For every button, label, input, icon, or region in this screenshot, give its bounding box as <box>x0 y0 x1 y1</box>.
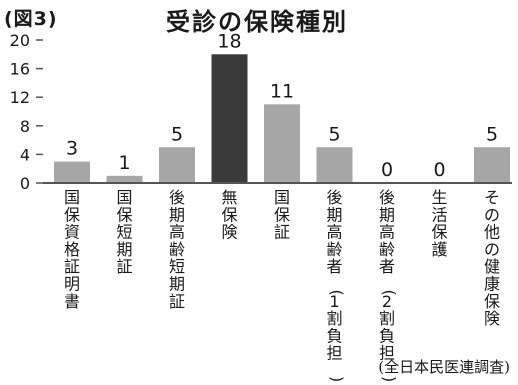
data-label: 18 <box>217 30 241 52</box>
y-tick-label: 8 <box>20 117 30 136</box>
bar <box>106 175 143 183</box>
bar <box>316 147 353 183</box>
category-label: その他の健康保険 <box>484 188 500 328</box>
y-tick-label: 0 <box>20 174 30 193</box>
category-label: 生活保護 <box>431 188 447 259</box>
data-label: 3 <box>66 138 78 160</box>
y-tick-label: 4 <box>20 145 30 164</box>
figure-label: (図3) <box>4 8 58 30</box>
bar <box>211 54 248 183</box>
category-label: 国保資格証明書 <box>64 188 80 311</box>
category-label: 無保険 <box>221 188 237 242</box>
category-label: 国保短期証 <box>116 188 132 276</box>
bar <box>474 147 510 183</box>
bar <box>54 161 90 183</box>
data-label: 5 <box>486 123 498 145</box>
category-label: 国保証 <box>274 188 290 242</box>
category-label: 後期高齢者(2 割負担) <box>379 188 399 382</box>
data-label: 5 <box>171 123 183 145</box>
data-label: 11 <box>270 80 294 102</box>
data-label: 0 <box>433 159 445 181</box>
data-label: 5 <box>328 123 340 145</box>
data-label: 0 <box>381 159 393 181</box>
source-note: (全日本民医連調査) <box>378 358 510 376</box>
y-tick-label: 16 <box>10 60 30 79</box>
y-tick-label: 20 <box>10 31 30 50</box>
bar <box>264 104 300 183</box>
category-label: 後期高齢短期証 <box>169 188 185 311</box>
category-label: 後期高齢者(1 割負担) <box>326 188 346 382</box>
chart-title: 受診の保険種別 <box>166 8 348 36</box>
bar <box>159 147 195 183</box>
y-tick-label: 12 <box>10 88 30 107</box>
data-label: 1 <box>118 152 130 174</box>
